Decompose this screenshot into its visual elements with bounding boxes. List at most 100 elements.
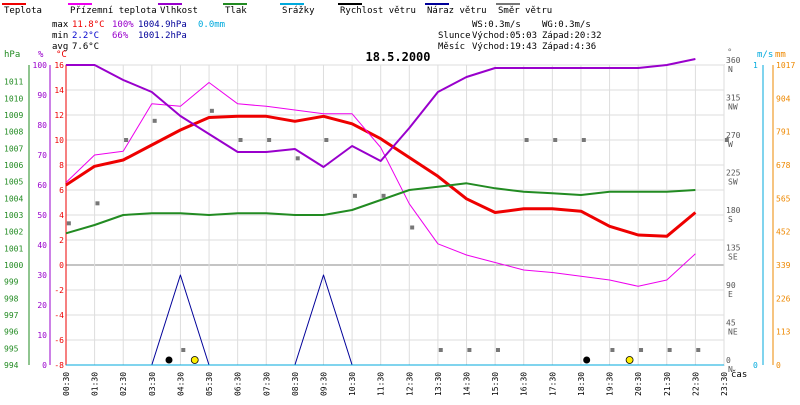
tick-temperature: 2: [59, 236, 64, 245]
tick-temperature: -8: [54, 361, 64, 370]
x-tick-label: 02:30: [119, 372, 128, 396]
x-tick-label: 09:30: [319, 372, 328, 396]
wind-direction-point: [267, 138, 272, 142]
moon-marker: [165, 356, 173, 364]
x-tick-label: 07:30: [262, 372, 271, 396]
tick-temperature: 4: [59, 211, 64, 220]
tick-rain: 791: [776, 128, 791, 137]
tick-direction-label: N: [728, 365, 733, 374]
x-tick-label: 05:30: [205, 372, 214, 396]
stats-min-press: 1001.2hPa: [138, 31, 187, 41]
tick-rain: 226: [776, 294, 791, 303]
tick-rain: 452: [776, 228, 791, 237]
tick-humidity: 80: [37, 121, 47, 130]
tick-direction-deg: 0: [726, 356, 731, 365]
unit-deg: °: [727, 48, 732, 58]
tick-rain: 1017: [776, 61, 795, 70]
tick-direction-label: SW: [728, 178, 738, 187]
stats-max-press: 1004.9hPa: [138, 20, 187, 30]
stats-min-temp: 2.2°C: [72, 31, 99, 41]
x-tick-label: 23:30: [720, 372, 729, 396]
tick-pressure: 994: [4, 361, 19, 370]
tick-pressure: 999: [4, 278, 19, 287]
tick-pressure: 995: [4, 344, 19, 353]
wind-direction-point: [438, 348, 443, 352]
x-tick-label: 14:30: [463, 372, 472, 396]
tick-pressure: 1004: [4, 194, 23, 203]
tick-rain: 113: [776, 328, 791, 337]
sun-label: Slunce: [438, 31, 471, 41]
legend-label: Přízemní teplota: [70, 6, 157, 16]
x-tick-label: 22:30: [691, 372, 700, 396]
sun-marker: [190, 356, 199, 364]
tick-pressure: 1011: [4, 78, 23, 87]
tick-pressure: 1000: [4, 261, 23, 270]
legend: Teplota Přízemní teplota Vlhkost Tlak Srážky…: [2, 3, 552, 16]
legend-label: Rychlost větru: [340, 6, 416, 16]
tick-humidity: 10: [37, 331, 47, 340]
wind-direction-point: [410, 225, 415, 230]
legend-label: Tlak: [225, 6, 247, 16]
legend-label: Směr větru: [498, 6, 552, 16]
wind-direction-point: [696, 348, 701, 352]
x-axis-title: čas: [731, 369, 747, 380]
tick-temperature: 14: [54, 86, 64, 95]
tick-wind: 0: [753, 361, 758, 370]
x-tick-label: 01:30: [91, 372, 100, 396]
tick-direction-deg: 270: [726, 131, 741, 140]
tick-rain: 678: [776, 161, 791, 170]
legend-label: Srážky: [282, 6, 315, 16]
x-tick-label: 11:30: [377, 372, 386, 396]
series-line-tlak: [65, 182, 696, 235]
tick-direction-label: N: [728, 65, 733, 74]
tick-direction-label: SE: [728, 253, 738, 262]
moon-marker: [583, 356, 591, 364]
series-line-přízemní-teplota: [65, 82, 696, 287]
tick-direction-deg: 315: [726, 94, 741, 103]
wind-direction-point: [95, 201, 100, 206]
wind-direction-point: [610, 348, 615, 352]
tick-pressure: 1007: [4, 144, 23, 153]
tick-humidity: 50: [37, 211, 47, 220]
tick-humidity: 100: [33, 61, 48, 70]
unit-hpa: hPa: [4, 50, 20, 60]
tick-pressure: 1001: [4, 244, 23, 253]
wind-direction-point: [66, 221, 71, 226]
stats-max-rain: 0.0mm: [198, 20, 225, 30]
wind-ws: WS:0.3m/s: [472, 20, 521, 30]
tick-temperature: 0: [59, 261, 64, 270]
wind-direction-point: [324, 138, 329, 142]
tick-direction-label: E: [728, 290, 733, 299]
tick-direction-deg: 90: [726, 281, 736, 290]
unit-pct: %: [38, 50, 44, 60]
wind-direction-point: [667, 348, 672, 352]
x-tick-label: 19:30: [606, 372, 615, 396]
x-tick-label: 20:30: [634, 372, 643, 396]
x-tick-label: 18:30: [577, 372, 586, 396]
tick-direction-label: S: [728, 215, 733, 224]
tick-temperature: -2: [54, 286, 64, 295]
moon-rise: Východ:19:43: [472, 42, 537, 52]
tick-rain: 0: [776, 361, 781, 370]
unit-ms: m/s: [757, 50, 773, 60]
chart-title: 18.5.2000: [365, 50, 430, 64]
x-tick-label: 04:30: [176, 372, 185, 396]
stats-avg-label: avg: [52, 42, 68, 52]
wind-direction-point: [238, 138, 243, 142]
tick-direction-label: NW: [728, 103, 738, 112]
legend-label: Náraz větru: [427, 6, 487, 16]
tick-temperature: 10: [54, 136, 64, 145]
x-tick-label: 15:30: [491, 372, 500, 396]
tick-humidity: 0: [42, 361, 47, 370]
wind-direction-point: [724, 138, 729, 142]
wind-direction-point: [524, 138, 529, 142]
x-tick-label: 00:30: [62, 372, 71, 396]
wind-direction-point: [124, 138, 129, 142]
tick-humidity: 90: [37, 91, 47, 100]
tick-temperature: 6: [59, 186, 64, 195]
x-tick-label: 16:30: [520, 372, 529, 396]
stats-min-label: min: [52, 31, 68, 41]
tick-rain: 565: [776, 194, 791, 203]
tick-direction-deg: 225: [726, 169, 741, 178]
wind-direction-point: [553, 138, 558, 142]
